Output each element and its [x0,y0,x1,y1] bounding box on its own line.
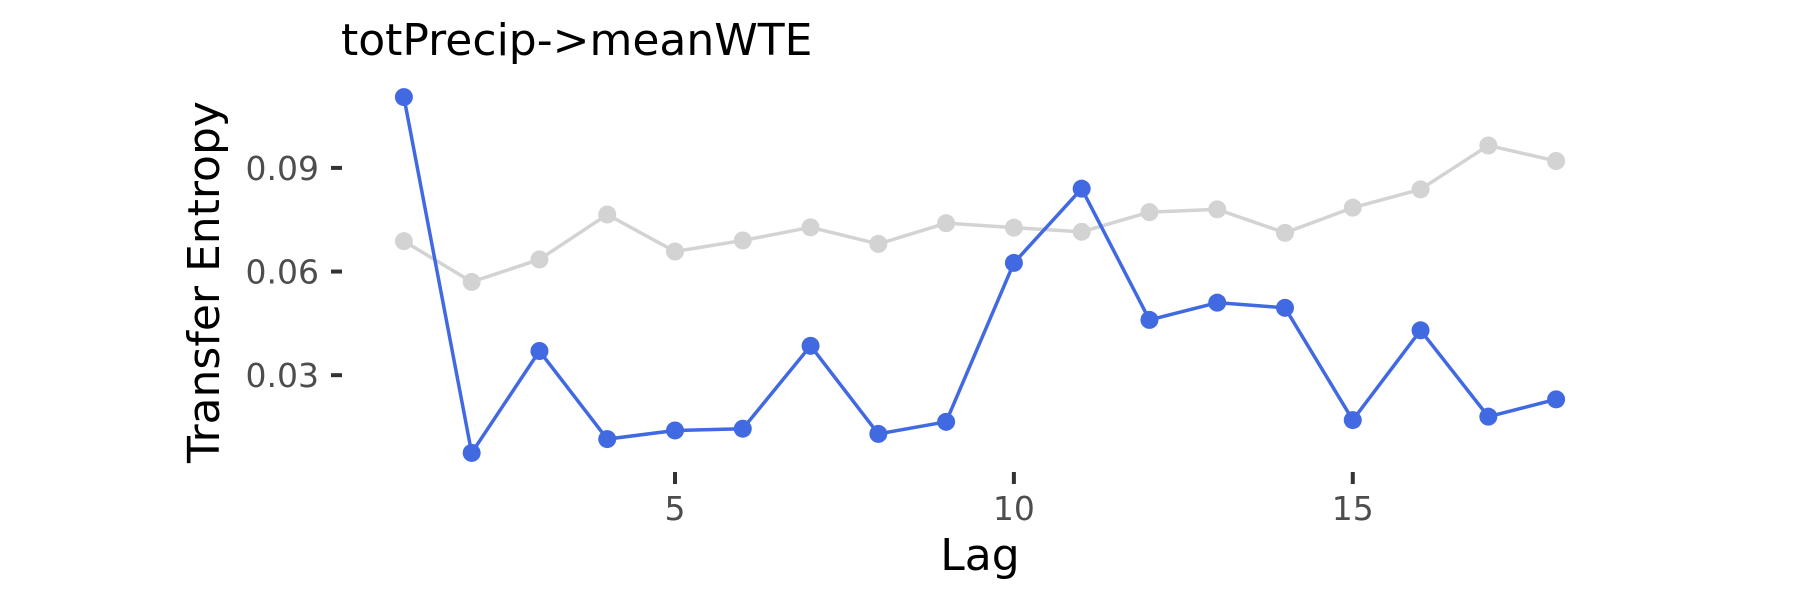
data-point [1004,253,1023,272]
data-point [1072,222,1091,241]
data-point [1547,390,1566,409]
series-line [402,143,1557,284]
data-point [1343,198,1362,217]
data-point [462,272,481,291]
y-tick-label: 0.03 [246,356,319,395]
data-point [869,234,888,253]
data-point [1411,321,1430,340]
y-axis: 0.03 0.06 0.09 [246,149,342,395]
data-point [1276,298,1294,317]
data-point [733,419,752,438]
chart-title: totPrecip->meanWTE [341,15,812,66]
series-1 [394,88,1566,462]
data-point [530,250,549,269]
data-point [801,218,820,237]
y-axis-title: Transfer Entropy [179,101,230,464]
data-point [937,412,956,431]
data-point [1208,200,1227,219]
data-point [1411,180,1430,199]
data-point [462,443,481,462]
x-axis-title: Lag [940,530,1019,581]
data-point [1547,152,1566,170]
data-point [666,242,684,261]
data-point [1479,136,1498,155]
data-point [1140,310,1159,329]
x-tick-label: 10 [993,489,1035,528]
x-tick-label: 15 [1332,489,1374,528]
data-point [666,421,684,440]
data-point [598,205,617,224]
data-point [394,232,413,251]
x-tick-label: 5 [665,489,686,528]
data-point [801,336,820,355]
y-tick-label: 0.06 [246,253,319,292]
plot-series [394,88,1566,462]
y-tick-label: 0.09 [246,149,319,188]
data-point [1140,203,1159,222]
data-point [1343,411,1362,430]
data-point [869,424,888,443]
data-point [1276,223,1294,242]
data-point [1004,218,1023,237]
data-point [937,214,956,233]
data-point [394,88,413,107]
series-line [402,96,1557,455]
series-0 [394,136,1566,291]
x-axis: 5 10 15 [665,472,1374,528]
data-point [733,231,752,250]
data-point [598,430,617,449]
data-point [1479,407,1498,426]
data-point [1072,179,1091,198]
data-point [1208,293,1227,312]
data-point [530,342,549,360]
